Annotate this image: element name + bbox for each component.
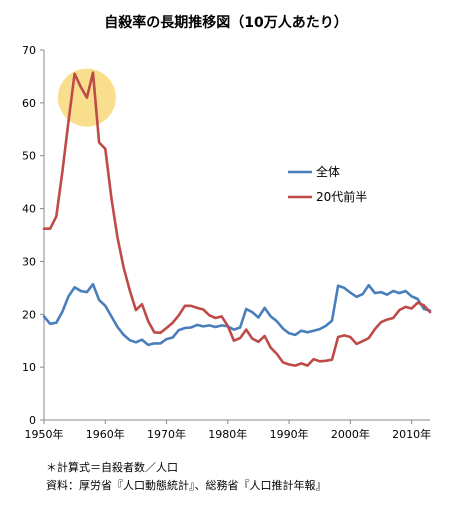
y-tick-label: 40 xyxy=(22,203,36,216)
legend-label-age20-24: 20代前半 xyxy=(316,189,367,204)
source-note: 資料：厚労省『人口動態統計』、総務省『人口推計年報』 xyxy=(46,479,327,492)
y-tick-label: 20 xyxy=(22,308,36,321)
x-tick-label: 1980年 xyxy=(208,427,247,441)
y-tick-label: 70 xyxy=(22,44,36,57)
x-tick-label: 2010年 xyxy=(392,427,431,441)
chart-title: 自殺率の長期推移図（10万人あたり） xyxy=(104,15,348,31)
y-tick-label: 10 xyxy=(22,361,36,374)
legend: 全体 20代前半 xyxy=(288,164,367,204)
y-tick-label: 30 xyxy=(22,255,36,268)
series-line-age20-24 xyxy=(42,71,432,367)
series-line-total xyxy=(42,282,432,347)
series-lines xyxy=(42,71,432,367)
formula-note: ＊計算式＝自殺者数／人口 xyxy=(46,461,178,474)
x-tick-label: 1970年 xyxy=(147,427,186,441)
y-tick-label: 0 xyxy=(29,414,36,427)
legend-label-total: 全体 xyxy=(316,164,340,179)
x-tick-label: 1990年 xyxy=(270,427,309,441)
x-tick-label: 1950年 xyxy=(25,427,64,441)
x-tick-label: 1960年 xyxy=(86,427,125,441)
x-tick-label: 2000年 xyxy=(331,427,370,441)
axes: 0 10 20 30 40 50 60 70 1950年 1960年 1970年 1980年 1990年… xyxy=(22,44,431,441)
y-tick-label: 50 xyxy=(22,150,36,163)
y-tick-label: 60 xyxy=(22,97,36,110)
